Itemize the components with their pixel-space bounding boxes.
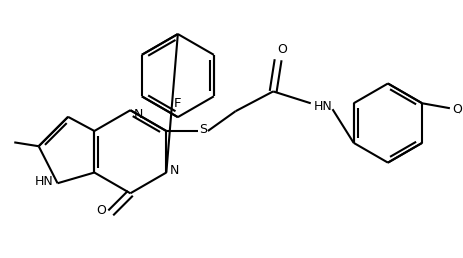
Text: N: N bbox=[134, 108, 143, 121]
Text: O: O bbox=[452, 103, 462, 116]
Text: HN: HN bbox=[313, 100, 332, 113]
Text: HN: HN bbox=[34, 175, 53, 188]
Text: S: S bbox=[199, 124, 207, 136]
Text: N: N bbox=[169, 164, 179, 177]
Text: F: F bbox=[174, 97, 181, 110]
Text: O: O bbox=[96, 204, 106, 217]
Text: O: O bbox=[277, 43, 287, 56]
